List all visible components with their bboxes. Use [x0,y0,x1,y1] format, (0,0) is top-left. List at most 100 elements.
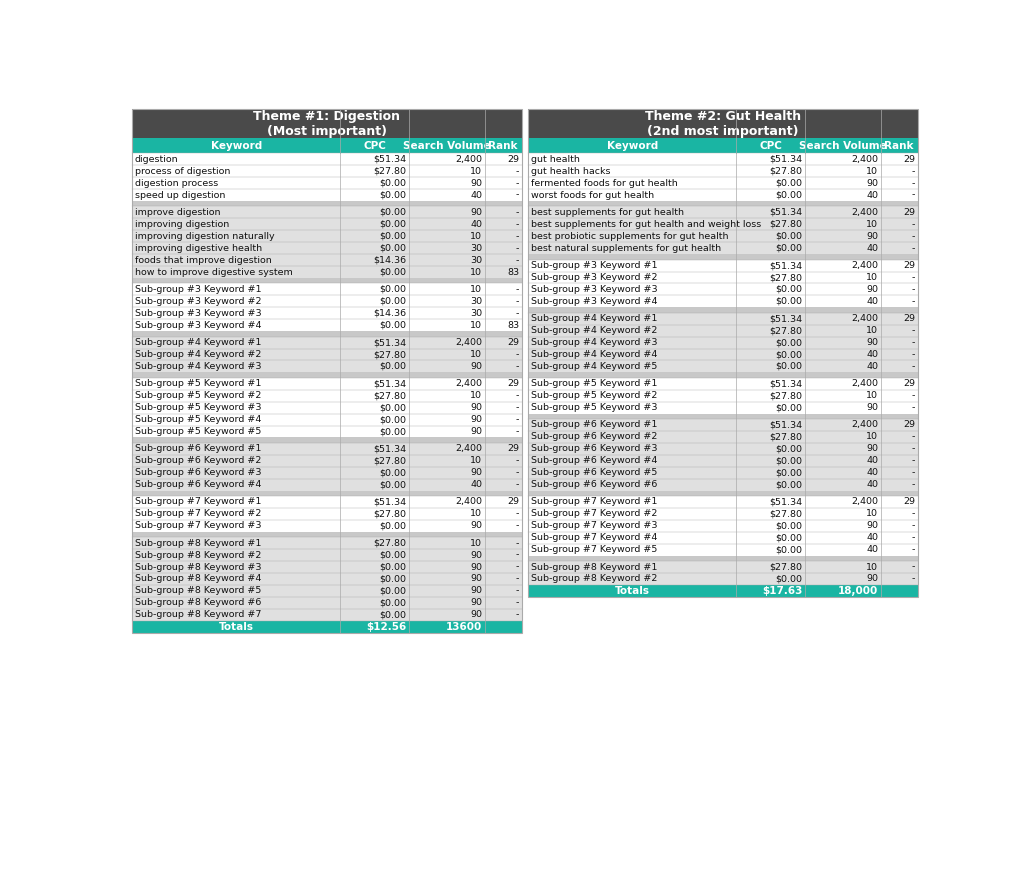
Text: -: - [516,297,519,306]
Bar [528,508,918,520]
Text: $0.00: $0.00 [775,191,803,200]
Bar [528,231,918,242]
Bar [132,296,521,307]
Text: best supplements for gut health: best supplements for gut health [531,208,684,217]
Text: 10: 10 [470,392,482,400]
Bar [528,177,918,189]
Bar [132,414,521,426]
Text: 90: 90 [470,521,482,531]
Text: process of digestion: process of digestion [135,166,230,176]
Text: Theme #2: Gut Health
(2nd most important): Theme #2: Gut Health (2nd most important… [645,110,801,137]
Text: Sub-group #6 Keyword #2: Sub-group #6 Keyword #2 [135,456,261,466]
Text: Totals: Totals [614,586,649,596]
Text: Sub-group #7 Keyword #5: Sub-group #7 Keyword #5 [531,546,657,554]
Text: $0.00: $0.00 [775,468,803,477]
Text: 90: 90 [470,362,482,371]
Bar [132,231,521,242]
Text: $0.00: $0.00 [775,362,803,371]
Text: $0.00: $0.00 [379,521,407,531]
Text: $0.00: $0.00 [379,480,407,489]
Text: -: - [516,427,519,436]
Bar [528,260,918,272]
Bar [528,520,918,532]
Text: $51.34: $51.34 [769,497,803,507]
Bar [528,496,918,508]
Text: -: - [912,562,915,571]
Text: 10: 10 [470,231,482,241]
Text: $51.34: $51.34 [373,444,407,453]
Text: 90: 90 [470,208,482,217]
Bar [528,561,918,573]
Text: Sub-group #4 Keyword #2: Sub-group #4 Keyword #2 [135,350,261,359]
Bar [132,177,521,189]
Text: Totals: Totals [219,621,254,632]
Text: $51.34: $51.34 [373,155,407,164]
Text: 90: 90 [470,586,482,596]
Text: $51.34: $51.34 [769,155,803,164]
Bar [528,242,918,254]
Text: 2,400: 2,400 [456,497,482,507]
Text: $0.00: $0.00 [379,610,407,620]
Text: $17.63: $17.63 [762,586,803,596]
Bar [528,218,918,231]
Text: Sub-group #8 Keyword #5: Sub-group #8 Keyword #5 [135,586,261,596]
Bar [132,532,521,537]
Text: -: - [516,456,519,466]
Text: 10: 10 [866,166,879,176]
Bar [132,390,521,401]
Bar [132,549,521,561]
Text: 40: 40 [866,244,879,253]
Text: improving digestion: improving digestion [135,220,229,229]
Bar [132,585,521,597]
Text: 2,400: 2,400 [456,444,482,453]
Bar [132,319,521,331]
Text: $14.36: $14.36 [373,309,407,318]
Bar [132,254,521,266]
Text: 10: 10 [470,320,482,330]
Text: 29: 29 [903,261,915,270]
Text: $27.80: $27.80 [769,220,803,229]
Bar [528,307,918,312]
Text: Keyword: Keyword [211,141,262,150]
Text: 40: 40 [866,468,879,477]
Text: $0.00: $0.00 [775,480,803,489]
Text: 2,400: 2,400 [851,314,879,323]
Text: -: - [516,539,519,547]
Text: 10: 10 [866,510,879,518]
Text: -: - [912,166,915,176]
Text: Sub-group #6 Keyword #4: Sub-group #6 Keyword #4 [531,456,657,466]
Text: $0.00: $0.00 [379,362,407,371]
Text: Sub-group #8 Keyword #2: Sub-group #8 Keyword #2 [531,575,657,583]
Text: 2,400: 2,400 [851,208,879,217]
Bar [528,312,918,325]
Text: speed up digestion: speed up digestion [135,191,225,200]
Text: Sub-group #6 Keyword #3: Sub-group #6 Keyword #3 [531,444,657,453]
Bar [132,597,521,609]
Text: 90: 90 [470,403,482,412]
Bar [528,296,918,307]
Text: gut health hacks: gut health hacks [531,166,610,176]
Bar [132,361,521,372]
Text: best supplements for gut health and weight loss: best supplements for gut health and weig… [531,220,761,229]
Text: digestion process: digestion process [135,179,218,187]
Text: 30: 30 [470,244,482,253]
Text: $0.00: $0.00 [379,191,407,200]
Bar [132,109,521,138]
Text: 83: 83 [507,268,519,276]
Text: Sub-group #6 Keyword #5: Sub-group #6 Keyword #5 [531,468,657,477]
Text: 40: 40 [866,297,879,306]
Bar [528,189,918,201]
Text: -: - [516,350,519,359]
Bar [132,491,521,496]
Text: $51.34: $51.34 [769,208,803,217]
Text: -: - [912,444,915,453]
Text: 10: 10 [866,392,879,400]
Text: $0.00: $0.00 [775,338,803,347]
Bar [528,532,918,544]
Text: Sub-group #5 Keyword #5: Sub-group #5 Keyword #5 [135,427,261,436]
Text: -: - [516,285,519,294]
Bar [132,307,521,319]
Text: -: - [912,575,915,583]
Text: Sub-group #5 Keyword #2: Sub-group #5 Keyword #2 [135,392,261,400]
Text: $0.00: $0.00 [379,575,407,583]
